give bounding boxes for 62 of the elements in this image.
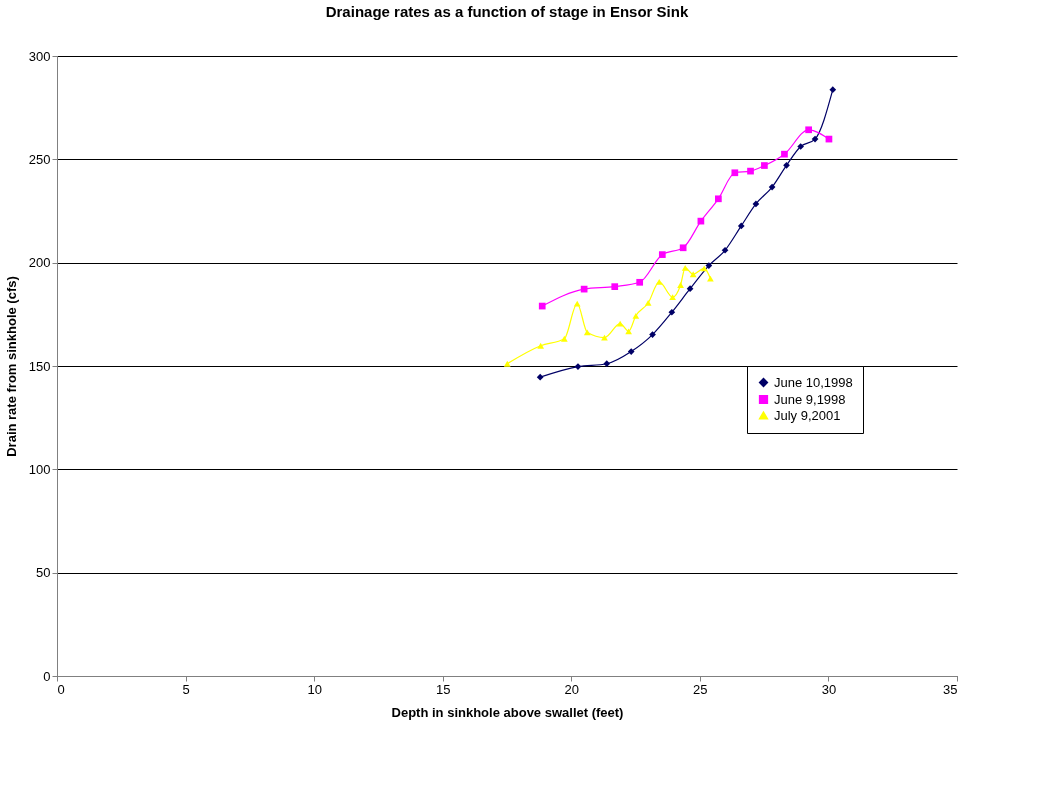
point [689, 271, 697, 278]
point [503, 360, 511, 367]
point [649, 331, 656, 338]
point [655, 278, 663, 285]
chart-title: Drainage rates as a function of stage in Ensor Sink [325, 3, 689, 20]
point [681, 264, 689, 271]
x-tick-label: 0 [57, 681, 65, 697]
point [636, 278, 644, 286]
point [747, 167, 754, 175]
point [537, 342, 545, 349]
point [644, 300, 652, 306]
point [632, 312, 640, 319]
point [677, 282, 684, 288]
point [829, 86, 837, 94]
y-tick-label: 200 [28, 255, 51, 271]
y-tick-label: 250 [28, 151, 51, 167]
y-tick-label: 150 [28, 358, 51, 374]
point [797, 143, 805, 150]
point [627, 348, 635, 355]
point [783, 161, 790, 169]
point [715, 195, 722, 203]
point [668, 308, 676, 316]
point [601, 334, 608, 341]
point [811, 135, 819, 143]
point [560, 335, 568, 342]
point [686, 285, 694, 293]
point [616, 320, 624, 327]
point [768, 183, 776, 191]
point [536, 373, 544, 381]
x-tick-label: 25 [693, 681, 708, 697]
y-tick-label: 50 [36, 565, 51, 581]
x-tick-label: 15 [435, 681, 451, 697]
y-axis-title: Drain rate from sinkhole (cfs) [3, 276, 19, 457]
point [603, 360, 611, 368]
point [611, 283, 619, 290]
x-tick-label: 10 [307, 681, 322, 697]
legend-label: June 9,1998 [774, 391, 846, 407]
point [583, 329, 591, 336]
point [737, 222, 745, 230]
y-tick-label: 0 [43, 668, 51, 684]
point [700, 265, 708, 272]
x-tick-label: 35 [943, 681, 958, 697]
point [721, 246, 729, 254]
point [731, 169, 739, 177]
point [669, 294, 676, 301]
legend-label: June 10,1998 [774, 374, 853, 390]
point [805, 126, 812, 134]
legend-label: July 9,2001 [774, 407, 841, 423]
point [679, 244, 687, 252]
y-tick-label: 100 [28, 461, 51, 477]
point [625, 328, 632, 335]
x-tick-label: 5 [182, 681, 190, 697]
point [658, 251, 666, 258]
point [761, 162, 768, 169]
point [781, 150, 788, 158]
point [538, 302, 546, 310]
point [705, 262, 713, 269]
x-axis-title: Depth in sinkhole above swallet (feet) [391, 704, 624, 720]
y-tick-label: 300 [28, 48, 51, 64]
point [752, 200, 760, 208]
x-tick-label: 30 [821, 681, 837, 697]
x-tick-label: 20 [564, 681, 580, 697]
